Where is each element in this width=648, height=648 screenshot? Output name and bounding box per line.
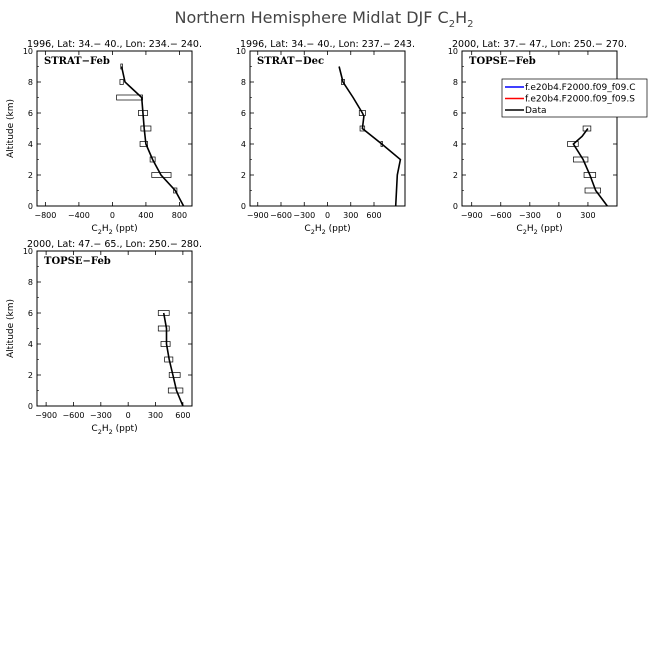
y-tick-label: 6 bbox=[28, 309, 33, 318]
data-range-box bbox=[149, 156, 156, 163]
x-tick-label: −400 bbox=[68, 211, 90, 220]
data-range-box bbox=[119, 79, 124, 85]
y-tick-label: 10 bbox=[23, 247, 33, 256]
x-tick-label: 300 bbox=[580, 211, 595, 220]
data-range-box bbox=[157, 325, 170, 332]
data-range-box bbox=[567, 141, 579, 147]
x-axis-label: C2H2 (ppt) bbox=[91, 224, 137, 236]
y-tick-label: 4 bbox=[28, 340, 33, 349]
data-range-box bbox=[168, 372, 181, 378]
y-tick-label: 0 bbox=[28, 402, 33, 411]
x-tick-label: −300 bbox=[293, 211, 315, 220]
y-tick-label: 0 bbox=[28, 202, 33, 211]
panel-subtitle: 2000, Lat: 37.− 47., Lon: 250.− 270. bbox=[452, 39, 627, 50]
x-tick-label: −300 bbox=[519, 211, 541, 220]
y-tick-label: 0 bbox=[241, 202, 246, 211]
panel-subtitle: 1996, Lat: 34.− 40., Lon: 234.− 240. bbox=[27, 39, 202, 50]
x-axis-label: C2H2 (ppt) bbox=[91, 424, 137, 436]
data-series-line bbox=[162, 312, 184, 407]
x-tick-label: 0 bbox=[325, 211, 330, 220]
x-tick-label: 600 bbox=[175, 411, 190, 420]
data-range-box bbox=[140, 125, 152, 132]
y-tick-label: 2 bbox=[453, 171, 458, 180]
legend: f.e20b4.F2000.f09_f09.C f.e20b4.F2000.f09… bbox=[501, 78, 648, 118]
y-tick-label: 2 bbox=[28, 371, 33, 380]
chart-panel-1: 1996, Lat: 34.− 40., Lon: 234.− 240. STRA… bbox=[6, 39, 202, 236]
plot-frame bbox=[36, 250, 193, 407]
x-tick-label: 300 bbox=[343, 211, 358, 220]
chart-panel-3: 2000, Lat: 37.− 47., Lon: 250.− 270. TOPS… bbox=[448, 39, 648, 236]
figure-title: Northern Hemisphere Midlat DJF C2H2 bbox=[175, 8, 474, 30]
x-tick-label: 0 bbox=[556, 211, 561, 220]
y-axis-label: Altitude (km) bbox=[6, 99, 16, 158]
data-range-box bbox=[116, 94, 143, 101]
y-tick-label: 8 bbox=[28, 78, 33, 87]
y-tick-label: 0 bbox=[453, 202, 458, 211]
y-tick-label: 8 bbox=[453, 78, 458, 87]
panel-label: STRAT−Feb bbox=[44, 56, 110, 67]
x-tick-label: 600 bbox=[366, 211, 381, 220]
y-tick-label: 8 bbox=[28, 278, 33, 287]
legend-entry-label: Data bbox=[525, 106, 547, 116]
y-tick-label: 10 bbox=[236, 47, 246, 56]
legend-entry-label: f.e20b4.F2000.f09_f09.S bbox=[525, 95, 635, 105]
y-tick-label: 10 bbox=[23, 47, 33, 56]
x-tick-label: −900 bbox=[461, 211, 483, 220]
legend-box bbox=[501, 78, 648, 118]
y-tick-label: 10 bbox=[448, 47, 458, 56]
x-tick-label: −300 bbox=[90, 411, 112, 420]
panel-label: STRAT−Dec bbox=[257, 56, 324, 67]
y-tick-label: 6 bbox=[241, 109, 246, 118]
data-range-box bbox=[358, 110, 366, 116]
x-tick-label: −800 bbox=[34, 211, 56, 220]
x-tick-label: −600 bbox=[270, 211, 292, 220]
x-tick-label: −900 bbox=[35, 411, 57, 420]
x-tick-label: −900 bbox=[247, 211, 269, 220]
x-tick-label: 0 bbox=[126, 411, 131, 420]
y-tick-label: 6 bbox=[453, 109, 458, 118]
panels-group: 1996, Lat: 34.− 40., Lon: 234.− 240. STRA… bbox=[6, 39, 648, 436]
data-series-line bbox=[120, 66, 185, 207]
x-tick-label: −600 bbox=[490, 211, 512, 220]
x-axis-label: C2H2 (ppt) bbox=[304, 224, 350, 236]
plot-frame bbox=[249, 50, 406, 207]
legend-entry-label: f.e20b4.F2000.f09_f09.C bbox=[525, 83, 636, 93]
y-tick-label: 2 bbox=[241, 171, 246, 180]
data-series-line bbox=[572, 128, 608, 207]
y-tick-label: 8 bbox=[241, 78, 246, 87]
y-tick-label: 4 bbox=[241, 140, 246, 149]
data-range-box bbox=[583, 172, 597, 178]
data-range-box bbox=[584, 187, 601, 194]
data-series-line bbox=[338, 66, 402, 207]
y-tick-label: 4 bbox=[28, 140, 33, 149]
data-range-box bbox=[573, 156, 589, 163]
y-tick-label: 4 bbox=[453, 140, 458, 149]
x-tick-label: 0 bbox=[110, 211, 115, 220]
x-tick-label: 400 bbox=[138, 211, 153, 220]
chart-panel-4: 2000, Lat: 47.− 65., Lon: 250.− 280. TOPS… bbox=[6, 239, 202, 436]
data-range-box bbox=[139, 141, 148, 147]
data-range-box bbox=[173, 187, 178, 194]
x-tick-label: 300 bbox=[148, 411, 163, 420]
panel-label: TOPSE−Feb bbox=[44, 256, 111, 267]
x-tick-label: 800 bbox=[172, 211, 187, 220]
data-range-box bbox=[151, 172, 172, 178]
panel-subtitle: 1996, Lat: 34.− 40., Lon: 237.− 243. bbox=[240, 39, 415, 50]
data-range-box bbox=[160, 341, 171, 347]
chart-panel-2: 1996, Lat: 34.− 40., Lon: 237.− 243. STRA… bbox=[236, 39, 415, 236]
x-axis-label: C2H2 (ppt) bbox=[516, 224, 562, 236]
x-tick-label: −600 bbox=[62, 411, 84, 420]
panel-label: TOPSE−Feb bbox=[469, 56, 536, 67]
panel-subtitle: 2000, Lat: 47.− 65., Lon: 250.− 280. bbox=[27, 239, 202, 250]
plot-frame bbox=[461, 50, 618, 207]
y-tick-label: 6 bbox=[28, 109, 33, 118]
y-axis-label: Altitude (km) bbox=[6, 299, 16, 358]
y-tick-label: 2 bbox=[28, 171, 33, 180]
